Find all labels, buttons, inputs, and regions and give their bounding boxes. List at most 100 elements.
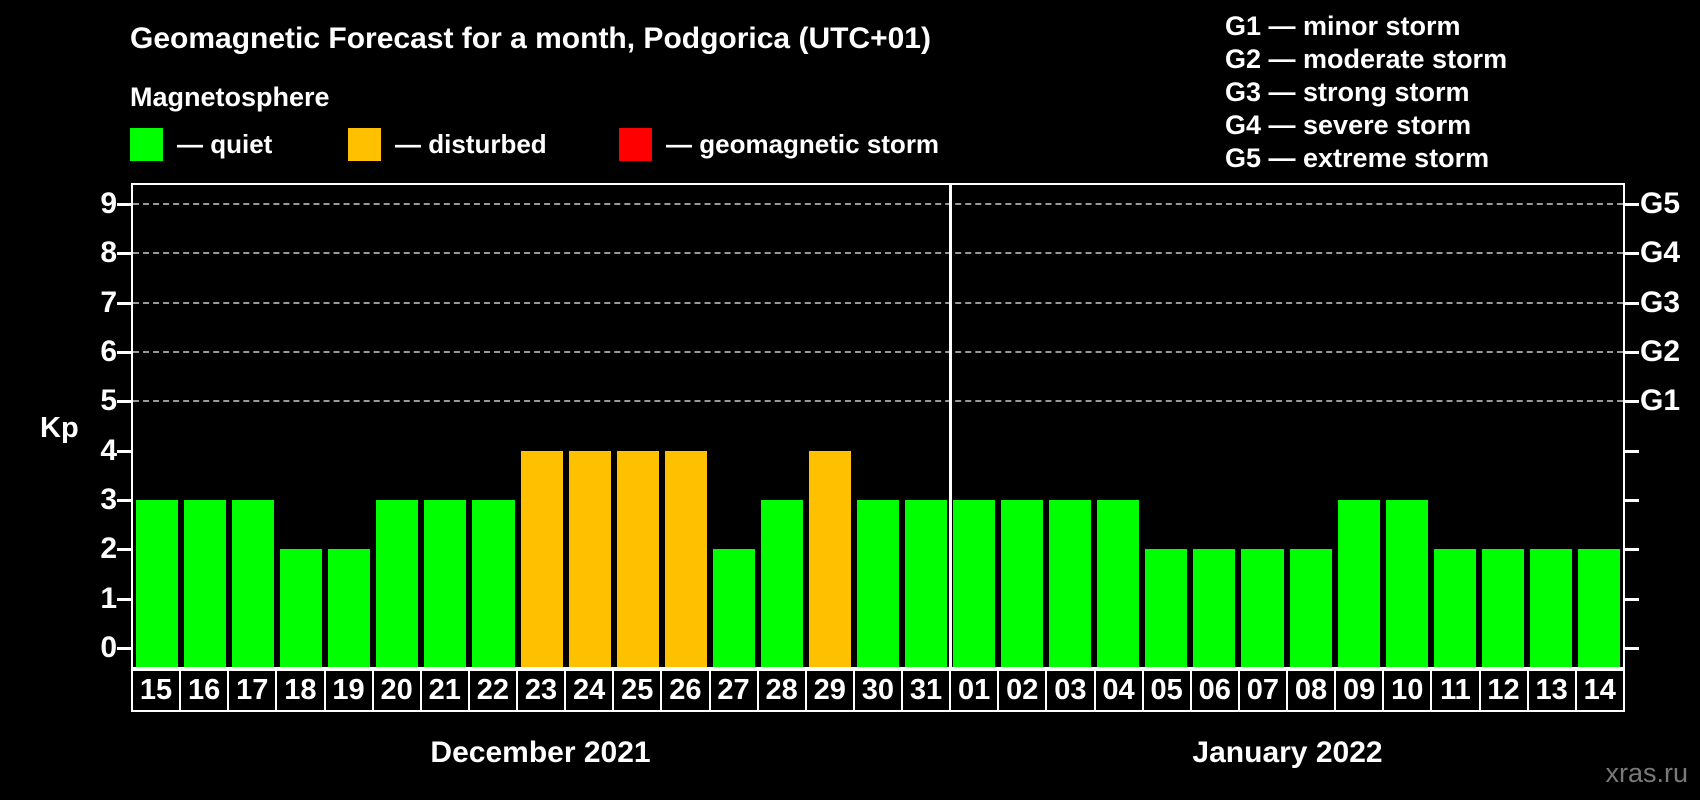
y-axis-tick-right: [1625, 449, 1639, 453]
kp-bar-day-06: [1193, 549, 1236, 667]
day-label-05: 05: [1141, 669, 1192, 712]
y-axis-tick-left: [117, 301, 131, 305]
y-axis-tick-left: [117, 351, 131, 354]
y-axis-label-2: 2: [100, 532, 117, 566]
kp-bar-day-29: [808, 450, 851, 667]
chart-subtitle: Magnetosphere: [130, 82, 330, 112]
g-scale-legend-g4: G4 — severe storm: [1225, 110, 1472, 140]
y-axis-tick-right: [1625, 252, 1639, 256]
y-axis-tick-left: [117, 647, 131, 650]
kp-bar-day-09: [1337, 500, 1380, 667]
kp-bar-day-12: [1481, 549, 1524, 667]
kp-bar-day-10: [1385, 500, 1428, 667]
kp-bar-day-08: [1289, 549, 1332, 667]
day-label-03: 03: [1045, 669, 1096, 712]
y-axis-tick-right: [1625, 548, 1639, 552]
legend-label-storm: — geomagnetic storm: [666, 128, 940, 159]
day-label-31: 31: [901, 669, 952, 712]
quiet-color-swatch: [130, 127, 163, 161]
day-label-20: 20: [371, 669, 422, 712]
page-title: Geomagnetic Forecast for a month, Podgor…: [130, 22, 931, 55]
day-label-13: 13: [1526, 669, 1577, 712]
day-label-24: 24: [564, 669, 615, 712]
kp-bar-day-14: [1577, 549, 1620, 667]
kp-bar-day-02: [1001, 500, 1044, 667]
y-axis-tick-left: [117, 449, 131, 453]
day-label-28: 28: [756, 669, 807, 712]
kp-bar-day-28: [760, 500, 803, 667]
day-label-18: 18: [275, 669, 326, 712]
gridline-kp-7: [133, 301, 1623, 304]
kp-bar-day-30: [856, 500, 900, 667]
kp-bar-day-22: [472, 500, 515, 667]
kp-bar-day-15: [136, 500, 179, 667]
kp-bar-day-19: [328, 549, 371, 667]
y-axis-tick-right: [1625, 203, 1639, 206]
kp-bar-day-21: [424, 500, 467, 667]
kp-bar-day-13: [1529, 549, 1572, 667]
watermark: xras.ru: [1605, 758, 1688, 788]
kp-bar-day-01: [953, 500, 996, 667]
plot-area: [131, 183, 1625, 669]
day-label-02: 02: [997, 669, 1048, 712]
kp-bar-day-07: [1241, 549, 1284, 667]
day-label-22: 22: [467, 669, 518, 712]
right-axis-label-g1: G1: [1640, 384, 1681, 418]
kp-bar-day-04: [1097, 500, 1140, 667]
month-divider-line: [948, 185, 952, 667]
y-axis-tick-left: [117, 252, 131, 256]
g-scale-legend-g2: G2 — moderate storm: [1225, 44, 1508, 74]
g-scale-legend-g5: G5 — extreme storm: [1225, 143, 1490, 173]
day-label-04: 04: [1093, 669, 1144, 712]
day-label-19: 19: [323, 669, 374, 712]
legend-item-disturbed: — disturbed: [348, 126, 547, 162]
y-axis-tick-right: [1625, 499, 1639, 502]
y-axis-tick-left: [117, 548, 131, 552]
right-axis-label-g2: G2: [1640, 335, 1681, 368]
y-axis-tick-left: [117, 597, 131, 601]
day-label-26: 26: [660, 669, 711, 712]
kp-bar-day-23: [520, 450, 563, 667]
storm-color-swatch: [619, 127, 652, 161]
day-label-23: 23: [516, 669, 567, 712]
g-scale-legend-g1: G1 — minor storm: [1225, 11, 1461, 41]
right-axis-label-g3: G3: [1640, 285, 1681, 319]
kp-bar-day-17: [232, 500, 275, 667]
day-label-17: 17: [227, 669, 278, 712]
chart-region: 0 1 2 3 4 5 6 7 8 9 G1 G2 G3 G4 G5: [0, 183, 1700, 669]
day-label-30: 30: [852, 669, 903, 712]
kp-bar-day-27: [712, 549, 755, 667]
y-axis-tick-right: [1625, 597, 1639, 601]
y-axis-tick-right: [1625, 647, 1639, 650]
y-axis-label-8: 8: [100, 236, 117, 270]
day-label-01: 01: [949, 669, 1000, 712]
g-scale-legend: G1 — minor storm G2 — moderate storm G3 …: [1225, 10, 1507, 175]
day-label-12: 12: [1478, 669, 1529, 712]
y-axis-label-7: 7: [100, 285, 117, 319]
day-label-09: 09: [1334, 669, 1385, 712]
day-label-21: 21: [419, 669, 470, 712]
month-label-december: December 2021: [430, 736, 651, 769]
day-label-10: 10: [1382, 669, 1433, 712]
kp-bar-day-05: [1145, 549, 1188, 667]
y-axis-tick-left: [117, 499, 131, 502]
y-axis-tick-right: [1625, 400, 1639, 404]
kp-bar-day-16: [184, 500, 227, 667]
legend-label-disturbed: — disturbed: [395, 128, 547, 159]
kp-bar-day-26: [664, 450, 707, 667]
gridline-kp-8: [133, 252, 1623, 255]
gridline-kp-6: [133, 351, 1623, 353]
gridline-kp-9: [133, 203, 1623, 205]
month-label-january: January 2022: [1192, 736, 1383, 769]
right-axis-label-g5: G5: [1640, 187, 1681, 220]
kp-bar-day-31: [905, 500, 948, 667]
y-axis-title: Kp: [40, 412, 79, 444]
y-axis-label-1: 1: [100, 581, 117, 615]
y-axis-label-0: 0: [100, 631, 117, 664]
kp-bar-day-11: [1433, 549, 1476, 667]
y-axis-tick-left: [117, 400, 131, 404]
g-scale-legend-g3: G3 — strong storm: [1225, 77, 1470, 107]
day-label-07: 07: [1237, 669, 1288, 712]
right-axis-label-g4: G4: [1640, 236, 1681, 270]
legend-item-storm: — geomagnetic storm: [619, 126, 939, 162]
